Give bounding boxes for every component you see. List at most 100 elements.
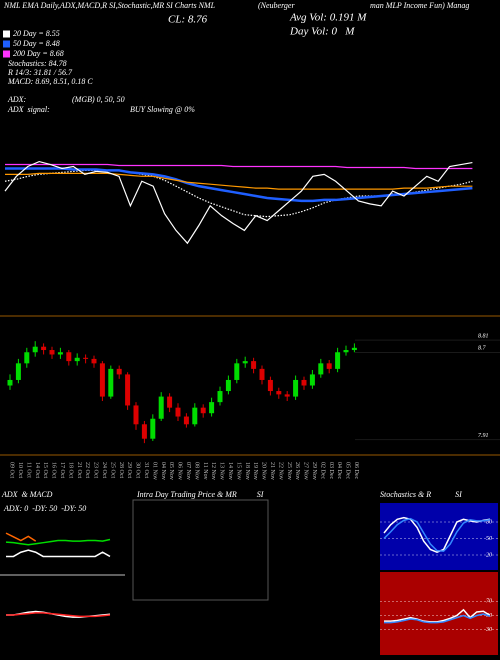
candle-body (116, 368, 122, 375)
date-label: 11 Nov (202, 462, 208, 480)
date-label: 25 Nov (286, 462, 292, 480)
date-label: 15 Oct (42, 462, 48, 478)
date-label: 08 Nov (193, 462, 199, 480)
candle-body (251, 361, 257, 369)
candle-body (7, 379, 13, 386)
date-label: 01 Nov (151, 462, 157, 480)
candle-body (32, 346, 38, 353)
date-label: 21 Nov (269, 462, 275, 480)
adx-signal: ADX signal: (7, 105, 50, 114)
candle-body (183, 416, 189, 425)
candle-body (175, 407, 181, 417)
candle-body (326, 363, 332, 369)
date-label: 25 Oct (109, 462, 115, 478)
signal: BUY Slowing @ 0% (130, 105, 195, 114)
candle-body (217, 391, 223, 403)
candle-body (276, 391, 282, 395)
panel-subtitle: ADX: 0 -DY: 50 -DY: 50 (3, 504, 86, 513)
candle-body (351, 347, 357, 351)
legend-swatch (3, 40, 10, 48)
candle-body (57, 352, 63, 355)
fund-name: (Neuberger (258, 1, 295, 10)
candle-body (108, 368, 114, 397)
panel-background (380, 572, 498, 655)
date-label: 10 Oct (17, 462, 23, 478)
panel-background (380, 503, 498, 570)
candle-body (267, 379, 273, 392)
date-label: 31 Oct (143, 462, 149, 478)
y-tick-label: 20 (486, 552, 492, 558)
date-label: 18 Oct (67, 462, 73, 478)
date-label: 16 Oct (51, 462, 57, 478)
date-label: 27 Nov (303, 462, 309, 480)
legend-entry: 20 Day = 8.55 (13, 29, 60, 38)
date-label: 18 Nov (244, 462, 250, 480)
date-label: 15 Nov (235, 462, 241, 480)
fund-name: man MLP Income Fun) Manag (370, 1, 469, 10)
line (5, 532, 37, 542)
date-label: 02 Dec (319, 462, 325, 479)
line (5, 163, 473, 170)
candle-body (309, 374, 315, 386)
candle-body (293, 379, 299, 397)
date-label: 11 Oct (25, 462, 31, 478)
intraday-frame (132, 499, 269, 601)
date-label: 22 Nov (277, 462, 283, 480)
line (6, 549, 111, 558)
date-label: 28 Oct (118, 462, 124, 478)
date-label: 04 Nov (160, 462, 166, 480)
candle-body (335, 352, 341, 369)
date-label: 14 Nov (227, 462, 233, 480)
candle-body (150, 418, 156, 439)
date-label: 07 Nov (185, 462, 191, 480)
day-volume: Day Vol: 0 M (289, 26, 355, 38)
date-label: 24 Oct (101, 462, 107, 478)
line (383, 517, 491, 552)
candle-body (259, 368, 265, 380)
line (4, 160, 473, 245)
y-tick-label: 8.81 (478, 333, 489, 339)
date-label: 14 Oct (34, 462, 40, 478)
line (6, 612, 111, 618)
candle-body (133, 405, 139, 425)
date-label: 05 Nov (168, 462, 174, 480)
legend-swatch (3, 30, 10, 38)
date-label: 20 Nov (261, 462, 267, 480)
date-label: 13 Nov (219, 462, 225, 480)
date-label: 30 Oct (135, 462, 141, 478)
macd: MACD: 8.69, 8.51, 0.18 C (7, 77, 93, 86)
candle-body (318, 363, 324, 375)
date-label: 23 Oct (93, 462, 99, 478)
date-label: 19 Nov (252, 462, 258, 480)
date-label: 26 Nov (294, 462, 300, 480)
line (5, 538, 111, 546)
candle-body (41, 346, 47, 351)
line (383, 516, 491, 554)
header-title: NML EMA Daily,ADX,MACD,R SI,Stochastic,M… (3, 1, 216, 10)
date-label: 03 Dec (328, 462, 334, 479)
legend-entry: 200 Day = 8.68 (13, 49, 64, 58)
avg-volume: Avg Vol: 0.191 M (289, 12, 367, 24)
close-price: CL: 8.76 (168, 14, 208, 26)
legend-swatch (3, 50, 10, 58)
date-label: 22 Oct (84, 462, 90, 478)
panel-title: Stochastics & R SI (380, 490, 462, 499)
candle-body (15, 363, 21, 380)
adx: ADX: (7, 95, 27, 104)
line (384, 613, 491, 624)
candle-body (99, 363, 105, 397)
date-label: 21 Oct (76, 462, 82, 478)
candle-body (167, 396, 173, 408)
rsi: R 14/3: 31.81 / 56.7 (7, 68, 73, 77)
candle-body (234, 363, 240, 380)
y-tick-label: 7.91 (478, 433, 489, 439)
candle-body (301, 379, 307, 386)
candle-body (49, 350, 55, 355)
date-label: 06 Nov (177, 462, 183, 480)
candle-body (24, 352, 30, 364)
date-label: 17 Oct (59, 462, 65, 478)
stochastics: Stochastics: 84.78 (8, 59, 67, 68)
legend-entry: 50 Day = 8.48 (13, 39, 60, 48)
candle-body (343, 350, 349, 353)
